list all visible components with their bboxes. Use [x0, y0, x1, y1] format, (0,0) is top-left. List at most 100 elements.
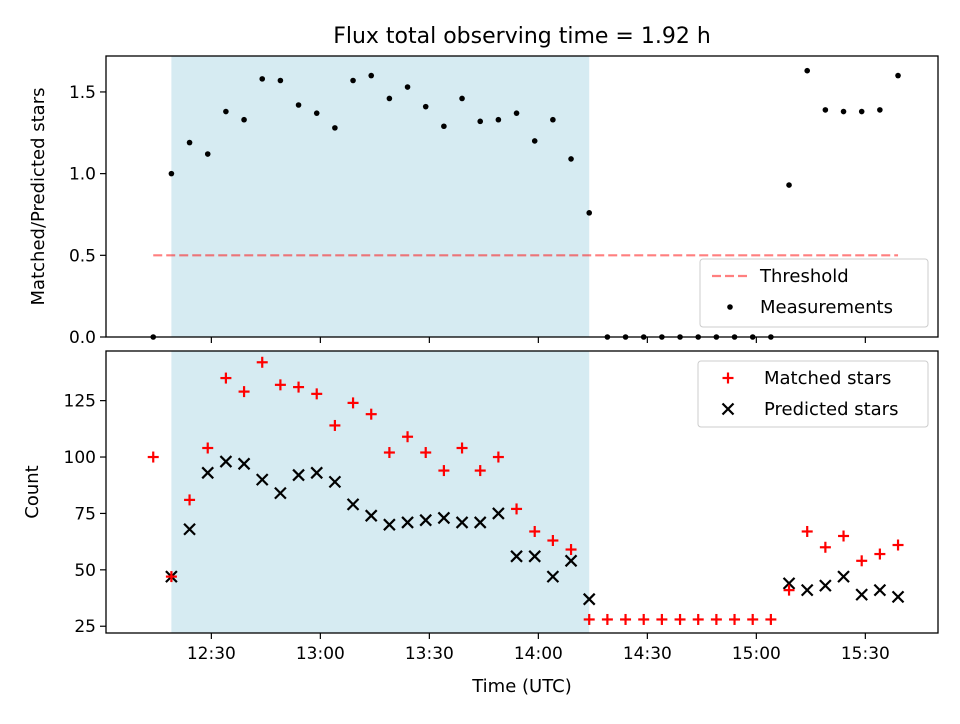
cross-b: [582, 592, 596, 606]
cross-b: [492, 507, 505, 520]
cross-b: [292, 468, 305, 482]
legend-plus-mark: [722, 372, 734, 384]
matched-point: [274, 379, 286, 391]
cross-b: [473, 516, 487, 529]
ratio-y-tick-label: 0.0: [69, 328, 96, 348]
cross-b: [837, 570, 850, 583]
matched-point: [293, 381, 305, 393]
count-panel: 25 50 75 100 125 12:30 13:00 13:30 14:00 14:30 15…: [22, 350, 939, 697]
predicted-point: [419, 513, 432, 527]
ratio-y-tick-label: 1.0: [69, 165, 96, 185]
measurement-point: [186, 139, 193, 146]
measurement-point: [168, 170, 175, 177]
count-y-tick-label: 75: [74, 504, 96, 524]
ratio-legend: Threshold Measurements: [699, 258, 929, 328]
matched-point: [601, 613, 613, 625]
measurement-point: [313, 110, 320, 116]
count-x-tick-label: 13:30: [405, 644, 454, 664]
matched-point: [347, 397, 359, 409]
cross-b: [455, 516, 469, 529]
cross-b: [510, 550, 523, 563]
cross-b: [274, 486, 287, 500]
legend-measurements-label: Measurements: [760, 297, 893, 318]
matched-point: [547, 535, 559, 547]
measurement-point: [441, 123, 447, 130]
cross-b: [564, 554, 578, 568]
measurement-point: [277, 77, 284, 84]
measurement-point: [259, 76, 266, 82]
cross-b: [183, 522, 196, 536]
matched-point: [620, 613, 632, 625]
predicted-point: [819, 579, 832, 592]
matched-point: [402, 431, 414, 443]
count-y-tick-label: 125: [64, 392, 96, 412]
count-x-tick-label: 14:00: [514, 644, 563, 664]
ratio-y-tick-label: 0.5: [69, 246, 96, 266]
count-x-axis: 12:30 13:00 13:30 14:00 14:30 15:00 15:30: [187, 633, 890, 664]
predicted-point: [437, 511, 451, 525]
matched-point: [729, 613, 741, 625]
matched-point: [165, 571, 177, 583]
measurement-point: [840, 108, 847, 115]
matched-point: [365, 408, 377, 420]
predicted-point: [873, 583, 887, 597]
measurement-point: [877, 107, 883, 113]
cross-b: [383, 518, 396, 531]
predicted-point: [201, 466, 215, 480]
measurement-point: [550, 116, 556, 123]
measurement-point: [531, 138, 538, 144]
predicted-point: [510, 550, 523, 563]
predicted-point: [292, 468, 305, 482]
matched-point: [511, 503, 523, 515]
count-legend: Matched stars Predicted stars: [697, 360, 929, 428]
measurement-point: [804, 67, 811, 74]
chart-title: Flux total observing time = 1.92 h: [333, 24, 711, 49]
cross-b: [855, 588, 868, 601]
measurement-point: [786, 182, 792, 188]
count-x-tick-label: 13:00: [296, 644, 345, 664]
count-y-tick-label: 50: [74, 561, 96, 581]
matched-point: [184, 494, 196, 506]
ratio-panel-frame: [105, 55, 939, 338]
ratio-y-axis-label: Matched/Predicted stars: [28, 88, 49, 306]
measurement-point: [422, 103, 429, 110]
observing-span-shade: [171, 351, 590, 633]
matched-point: [892, 539, 904, 551]
matched-point: [474, 465, 486, 477]
legend-cross-mark: [721, 402, 735, 416]
matched-point: [801, 525, 813, 537]
count-x-tick-label: 12:30: [187, 644, 236, 664]
cross-b: [346, 498, 360, 511]
count-x-tick-label: 14:30: [623, 644, 672, 664]
cross-b: [546, 570, 560, 583]
predicted-point: [837, 570, 850, 583]
matched-point: [311, 388, 323, 400]
measurement-point: [404, 84, 411, 90]
cross-b: [219, 455, 233, 468]
legend-threshold-label: Threshold: [759, 266, 849, 287]
cross-b: [310, 466, 324, 480]
cross-b: [201, 466, 215, 480]
matched-point: [383, 447, 395, 459]
matched-point: [420, 447, 432, 459]
measurement-point: [241, 116, 247, 123]
measurement-point: [568, 156, 574, 162]
matched-point: [638, 613, 650, 625]
predicted-point: [310, 466, 324, 480]
predicted-point: [455, 516, 469, 529]
legend-predicted-swatch: [721, 402, 735, 416]
cross-b: [364, 509, 378, 522]
ratio-y-axis: 0.0 0.5 1.0 1.5: [69, 83, 106, 348]
matched-point: [765, 613, 777, 625]
predicted-point: [255, 473, 269, 486]
count-y-axis-label: Count: [22, 465, 43, 518]
measurement-point: [495, 116, 502, 123]
matched-point: [656, 613, 668, 625]
predicted-point: [183, 522, 196, 536]
count-x-tick-label: 15:30: [841, 644, 890, 664]
matched-point: [819, 541, 831, 553]
x-axis-label: Time (UTC): [471, 676, 572, 697]
matched-point: [220, 372, 232, 384]
measurement-point: [858, 108, 865, 115]
